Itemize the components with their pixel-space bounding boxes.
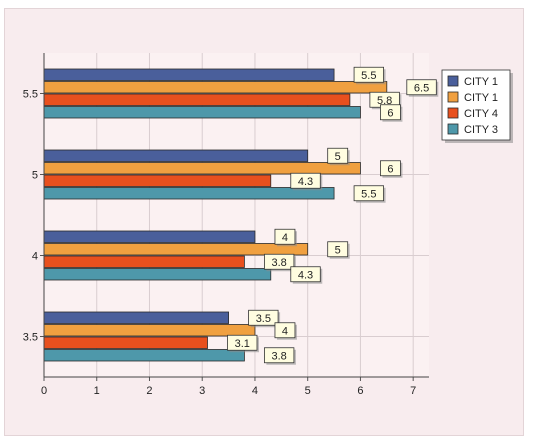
x-tick-label: 0 (41, 385, 47, 397)
data-label-box (227, 334, 258, 351)
legend-swatch (447, 91, 459, 103)
bar (43, 93, 351, 106)
data-label: 4 (282, 232, 288, 244)
data-label: 5.5 (361, 188, 376, 200)
chart-frame: 0 1 2 3 4 5 6 7 3.5 4 5 5.5 3.5 4 3.1 3.8 4 5 3.8 4.3 5 6 4.3… (4, 8, 524, 436)
data-label: 4.3 (298, 176, 313, 188)
legend-swatch (447, 123, 459, 135)
y-tick-label: 3.5 (23, 332, 38, 344)
legend-label: CITY 1 (464, 76, 498, 88)
legend-swatch (447, 75, 459, 87)
bar (43, 174, 272, 187)
data-label-box (290, 172, 321, 189)
axes: 0 1 2 3 4 5 6 7 3.5 4 5 5.5 (23, 53, 429, 397)
data-label: 4 (282, 325, 288, 337)
data-label-box (274, 322, 296, 339)
data-label: 4.3 (298, 269, 313, 281)
legend: CITY 1 CITY 1 CITY 4 CITY 3 (441, 69, 513, 143)
bar (43, 149, 309, 162)
data-label: 5.5 (361, 70, 376, 82)
data-label-box (248, 309, 279, 326)
data-label-box (353, 66, 384, 83)
legend-swatch (447, 107, 459, 119)
data-label-box (380, 104, 401, 121)
bar-chart: 0 1 2 3 4 5 6 7 3.5 4 5 5.5 3.5 4 3.1 3.8 4 5 3.8 4.3 5 6 4.3… (23, 53, 513, 397)
x-tick-label: 5 (305, 385, 311, 397)
legend-label: CITY 4 (464, 108, 498, 120)
legend-label: CITY 1 (464, 92, 498, 104)
data-label-box (264, 347, 295, 364)
bar (43, 68, 335, 81)
data-label: 5 (335, 244, 341, 256)
bar (43, 268, 272, 281)
data-label: 3.1 (235, 338, 250, 350)
data-label-box (264, 253, 295, 270)
data-label-box (380, 160, 401, 177)
bar (43, 324, 256, 337)
data-label-box (274, 228, 296, 245)
bar (43, 311, 229, 324)
data-label-box (290, 266, 321, 283)
data-label: 6 (387, 107, 393, 119)
bar (43, 106, 361, 119)
bar (43, 255, 245, 268)
data-label-box (406, 79, 437, 96)
y-tick-label: 5 (32, 170, 38, 182)
y-tick-label: 4 (32, 251, 38, 263)
bar (43, 81, 388, 94)
x-tick-label: 4 (252, 385, 258, 397)
y-tick-label: 5.5 (23, 89, 38, 101)
data-label: 3.5 (256, 313, 271, 325)
data-label: 5 (335, 151, 341, 163)
bar (43, 349, 245, 362)
bar (43, 243, 309, 256)
x-tick-label: 2 (146, 385, 152, 397)
bar (43, 162, 361, 175)
data-label: 3.8 (272, 350, 287, 362)
data-label: 5.8 (377, 95, 392, 107)
bar (43, 230, 256, 243)
data-label: 6.5 (414, 82, 429, 94)
x-tick-label: 3 (199, 385, 205, 397)
data-label: 3.8 (272, 257, 287, 269)
data-label-box (327, 241, 349, 258)
data-label-box (353, 185, 384, 202)
x-tick-label: 6 (357, 385, 363, 397)
x-tick-label: 1 (94, 385, 100, 397)
bar (43, 187, 335, 200)
legend-label: CITY 3 (464, 124, 498, 136)
x-tick-label: 7 (410, 385, 416, 397)
data-label: 6 (387, 163, 393, 175)
data-label-box (327, 147, 349, 164)
bar (43, 336, 208, 349)
